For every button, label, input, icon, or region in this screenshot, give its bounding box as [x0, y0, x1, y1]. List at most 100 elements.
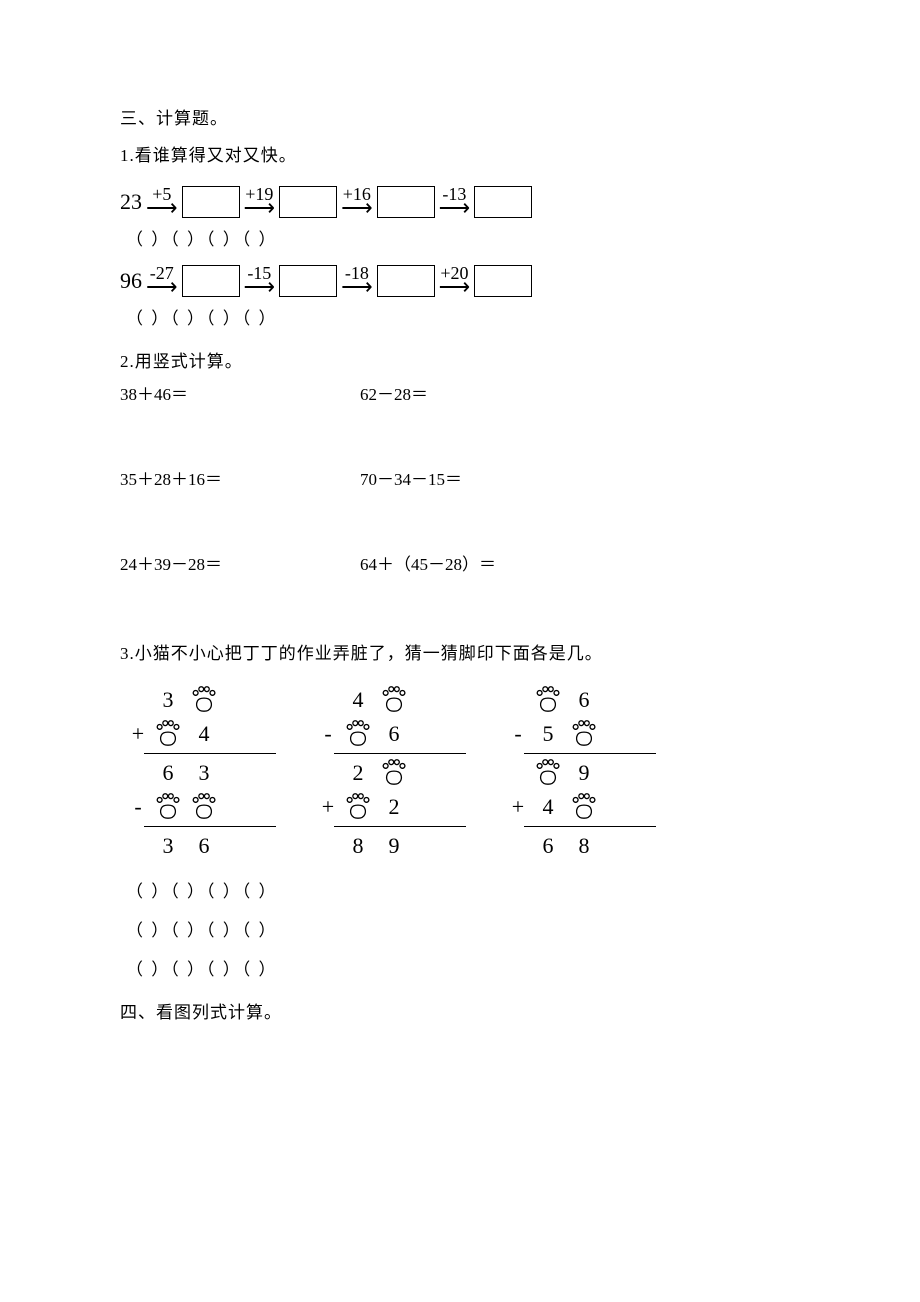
paw-blank[interactable] — [150, 720, 186, 748]
digit: 8 — [566, 833, 602, 859]
operator: - — [126, 794, 150, 820]
chain-a-op-2: +19 ⟶ — [244, 185, 276, 219]
q2-problem: 35＋28＋16＝ — [120, 465, 360, 490]
answer-box[interactable] — [474, 265, 532, 297]
q2-row-2: 35＋28＋16＝ 70－34－15＝ — [120, 465, 800, 490]
chain-b-start: 96 — [120, 268, 142, 294]
answer-box[interactable] — [377, 186, 435, 218]
chain-a: 23 +5 ⟶ +19 ⟶ +16 ⟶ -13 ⟶ — [120, 185, 800, 219]
answer-box[interactable] — [182, 265, 240, 297]
chain-a-blanks[interactable]: （ ）（ ）（ ）（ ） — [126, 225, 800, 250]
paw-blank[interactable] — [150, 793, 186, 821]
paw-row: +4 — [126, 717, 276, 751]
arrow-icon: ⟶ — [244, 197, 276, 219]
q3-title: 3.小猫不小心把丁丁的作业弄脏了，猜一猜脚印下面各是几。 — [120, 635, 800, 672]
operator: - — [506, 721, 530, 747]
section-3-heading: 三、计算题。 — [120, 100, 800, 137]
paw-icon — [189, 686, 219, 714]
arrow-icon: ⟶ — [439, 276, 471, 298]
paw-column: 3+463-36 — [126, 683, 276, 863]
paw-row: 68 — [506, 829, 656, 863]
digit: 4 — [340, 687, 376, 713]
operator: + — [126, 721, 150, 747]
q3-blanks-row[interactable]: （ ）（ ）（ ）（ ） — [126, 916, 800, 941]
answer-box[interactable] — [182, 186, 240, 218]
paw-row: 36 — [126, 829, 276, 863]
q2-problem: 24＋39－28＝ — [120, 550, 360, 575]
digit: 3 — [150, 833, 186, 859]
chain-a-op-1: +5 ⟶ — [146, 185, 178, 219]
digit: 3 — [150, 687, 186, 713]
arrow-icon: ⟶ — [439, 197, 471, 219]
q2-row-3: 24＋39－28＝ 64＋（45－28）＝ — [120, 550, 800, 575]
paw-blank[interactable] — [376, 686, 412, 714]
arrow-icon: ⟶ — [146, 197, 178, 219]
answer-box[interactable] — [279, 186, 337, 218]
paw-blank[interactable] — [376, 759, 412, 787]
digit: 2 — [340, 760, 376, 786]
digit: 6 — [530, 833, 566, 859]
paw-row: 4 — [316, 683, 466, 717]
paw-blank[interactable] — [340, 793, 376, 821]
paw-row: 9 — [506, 756, 656, 790]
chain-b-op-2: -15 ⟶ — [244, 264, 276, 298]
arrow-icon: ⟶ — [244, 276, 276, 298]
q3-blanks-row[interactable]: （ ）（ ）（ ）（ ） — [126, 877, 800, 902]
q1-title: 1.看谁算得又对又快。 — [120, 137, 800, 174]
paw-icon — [379, 759, 409, 787]
paw-blank[interactable] — [566, 793, 602, 821]
rule-line — [334, 753, 466, 754]
q2-title: 2.用竖式计算。 — [120, 343, 800, 380]
paw-column: 6-59+468 — [506, 683, 656, 863]
digit: 6 — [150, 760, 186, 786]
paw-blank[interactable] — [530, 686, 566, 714]
answer-box[interactable] — [279, 265, 337, 297]
q2-problem: 64＋（45－28）＝ — [360, 550, 600, 575]
paw-row: - — [126, 790, 276, 824]
paw-icon — [533, 686, 563, 714]
paw-row: +4 — [506, 790, 656, 824]
chain-b-blanks[interactable]: （ ）（ ）（ ）（ ） — [126, 304, 800, 329]
rule-line — [144, 826, 276, 827]
paw-column: 4-62+289 — [316, 683, 466, 863]
chain-b-op-4: +20 ⟶ — [439, 264, 471, 298]
paw-blank[interactable] — [186, 686, 222, 714]
operator: + — [506, 794, 530, 820]
digit: 6 — [186, 833, 222, 859]
operator: - — [316, 721, 340, 747]
chain-b-op-1: -27 ⟶ — [146, 264, 178, 298]
paw-row: 89 — [316, 829, 466, 863]
digit: 5 — [530, 721, 566, 747]
q2-problem: 62－28＝ — [360, 380, 600, 405]
rule-line — [524, 826, 656, 827]
paw-blank[interactable] — [530, 759, 566, 787]
chain-b-op-3: -18 ⟶ — [341, 264, 373, 298]
paw-row: -5 — [506, 717, 656, 751]
digit: 6 — [566, 687, 602, 713]
paw-row: -6 — [316, 717, 466, 751]
arrow-icon: ⟶ — [341, 276, 373, 298]
paw-blank[interactable] — [566, 720, 602, 748]
paw-icon — [379, 686, 409, 714]
digit: 2 — [376, 794, 412, 820]
answer-box[interactable] — [377, 265, 435, 297]
paw-problems: 3+463-364-62+2896-59+468 — [126, 683, 800, 863]
q3-blanks-row[interactable]: （ ）（ ）（ ）（ ） — [126, 955, 800, 980]
operator: + — [316, 794, 340, 820]
q2-problem: 38＋46＝ — [120, 380, 360, 405]
chain-a-op-4: -13 ⟶ — [439, 185, 471, 219]
rule-line — [524, 753, 656, 754]
paw-icon — [153, 793, 183, 821]
digit: 3 — [186, 760, 222, 786]
paw-icon — [569, 720, 599, 748]
paw-row: 2 — [316, 756, 466, 790]
answer-box[interactable] — [474, 186, 532, 218]
q2-problem: 70－34－15＝ — [360, 465, 600, 490]
paw-blank[interactable] — [340, 720, 376, 748]
paw-row: +2 — [316, 790, 466, 824]
paw-row: 3 — [126, 683, 276, 717]
rule-line — [144, 753, 276, 754]
digit: 9 — [376, 833, 412, 859]
paw-blank[interactable] — [186, 793, 222, 821]
chain-b: 96 -27 ⟶ -15 ⟶ -18 ⟶ +20 ⟶ — [120, 264, 800, 298]
